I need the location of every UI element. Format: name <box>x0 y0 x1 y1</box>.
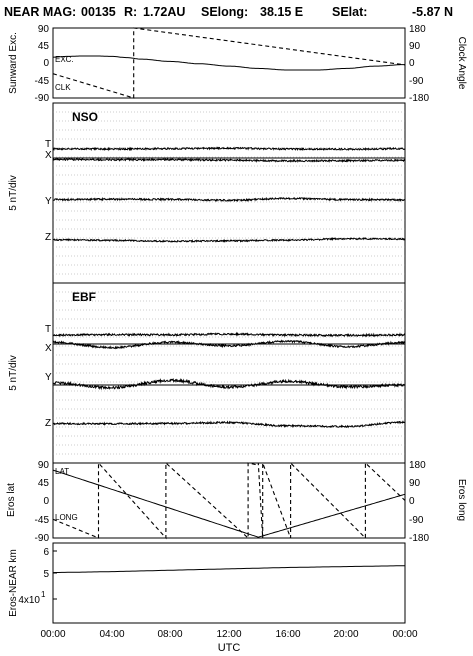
nso-gridlines <box>53 111 405 275</box>
nso-x-series-line <box>52 157 406 163</box>
angles-right-ticks: 180 90 0 -90 -180 <box>409 24 429 104</box>
lat-series-label: LAT <box>55 467 69 476</box>
angles-left-ylabel: Sunward Exc. <box>8 32 19 94</box>
ebf-panel-title: EBF <box>72 290 96 304</box>
ebf-ylabel: 5 nT/div <box>8 355 19 391</box>
eros-right-tick: -180 <box>409 533 429 544</box>
angles-left-tick: -90 <box>35 93 50 104</box>
eros-panel-frame <box>52 462 406 539</box>
eros-left-tick: 90 <box>38 460 50 471</box>
x-axis-ticks: 00:00 04:00 08:00 12:00 16:00 20:00 00:0… <box>40 629 417 640</box>
header-selong-label: SElong: <box>201 5 248 19</box>
clk-series-line <box>52 27 406 99</box>
header-selat-value: -5.87 N <box>412 5 453 19</box>
nso-trace-label-y: Y <box>45 196 52 207</box>
eros-left-tick: 45 <box>38 478 50 489</box>
distance-series-line <box>52 565 405 574</box>
x-tick-label: 08:00 <box>157 629 182 640</box>
ebf-y-series-line <box>52 377 406 391</box>
nso-panel-title: NSO <box>72 110 98 124</box>
nso-ylabel: 5 nT/div <box>8 175 19 211</box>
angles-right-tick: 180 <box>409 24 426 35</box>
lat-series-line <box>52 469 406 538</box>
eros-right-tick: 0 <box>409 496 415 507</box>
x-tick-label: 00:00 <box>392 629 417 640</box>
header-doy: 00135 <box>81 5 116 19</box>
header-selat-label: SElat: <box>332 5 367 19</box>
distance-tick: 5 <box>43 569 49 580</box>
eros-right-ylabel: Eros long <box>456 479 467 521</box>
ebf-trace-label-z: Z <box>45 418 51 429</box>
exc-series-label: EXC. <box>55 55 74 64</box>
angles-left-ticks: 90 45 0 -45 -90 <box>35 24 50 104</box>
ebf-t-series-line <box>52 331 406 338</box>
eros-left-ylabel: Eros lat <box>6 483 17 517</box>
x-axis-label: UTC <box>218 642 241 654</box>
eros-left-tick: -90 <box>35 533 50 544</box>
x-tick-label: 00:00 <box>40 629 65 640</box>
angles-left-tick: -45 <box>35 76 50 87</box>
eros-right-tick: 90 <box>409 478 421 489</box>
angles-right-tick: -90 <box>409 76 424 87</box>
nso-trace-label-t: T <box>45 139 51 150</box>
header-selong-value: 38.15 E <box>260 5 303 19</box>
x-tick-label: 04:00 <box>99 629 124 640</box>
long-series-line <box>52 461 406 540</box>
ebf-trace-label-x: X <box>45 343 52 354</box>
angles-panel-frame <box>52 27 406 99</box>
nso-trace-label-x: X <box>45 150 52 161</box>
nso-t-series-line <box>52 146 406 152</box>
distance-tick: 6 <box>43 547 49 558</box>
distance-tick: 4x10 <box>18 595 40 606</box>
eros-right-tick: 180 <box>409 460 426 471</box>
ebf-gridlines <box>53 291 405 455</box>
angles-left-tick: 0 <box>43 58 49 69</box>
nso-trace-label-z: Z <box>45 232 51 243</box>
eros-left-ticks: 90 45 0 -45 -90 <box>35 460 50 544</box>
angles-left-tick: 90 <box>38 24 50 35</box>
nso-panel-frame <box>52 102 406 284</box>
angles-right-tick: 0 <box>409 58 415 69</box>
angles-right-ylabel: Clock Angle <box>456 37 467 90</box>
long-series-label: LONG <box>55 513 78 522</box>
header-r-label: R: <box>124 5 137 19</box>
ebf-trace-label-y: Y <box>45 372 52 383</box>
exc-series-line <box>52 55 405 71</box>
nso-z-series-line <box>52 237 406 243</box>
x-tick-label: 12:00 <box>216 629 241 640</box>
clk-series-label: CLK <box>55 83 71 92</box>
header-r-value: 1.72AU <box>143 5 185 19</box>
header-mission: NEAR MAG: <box>4 5 76 19</box>
distance-ylabel: Eros-NEAR km <box>8 549 19 617</box>
distance-panel-frame <box>52 542 406 624</box>
distance-tick-superscript: 1 <box>41 590 46 599</box>
x-tick-label: 16:00 <box>275 629 300 640</box>
ebf-trace-label-t: T <box>45 324 51 335</box>
angles-left-tick: 45 <box>38 41 50 52</box>
eros-left-tick: 0 <box>43 496 49 507</box>
ebf-x-series-line <box>52 339 406 350</box>
angles-right-tick: 90 <box>409 41 421 52</box>
nso-y-series-line <box>52 196 406 203</box>
eros-left-tick: -45 <box>35 515 50 526</box>
eros-right-ticks: 180 90 0 -90 -180 <box>409 460 429 544</box>
ebf-panel-frame <box>52 282 406 464</box>
x-tick-label: 20:00 <box>333 629 358 640</box>
ebf-z-series-line <box>52 420 406 429</box>
angles-right-tick: -180 <box>409 93 429 104</box>
eros-right-tick: -90 <box>409 515 424 526</box>
